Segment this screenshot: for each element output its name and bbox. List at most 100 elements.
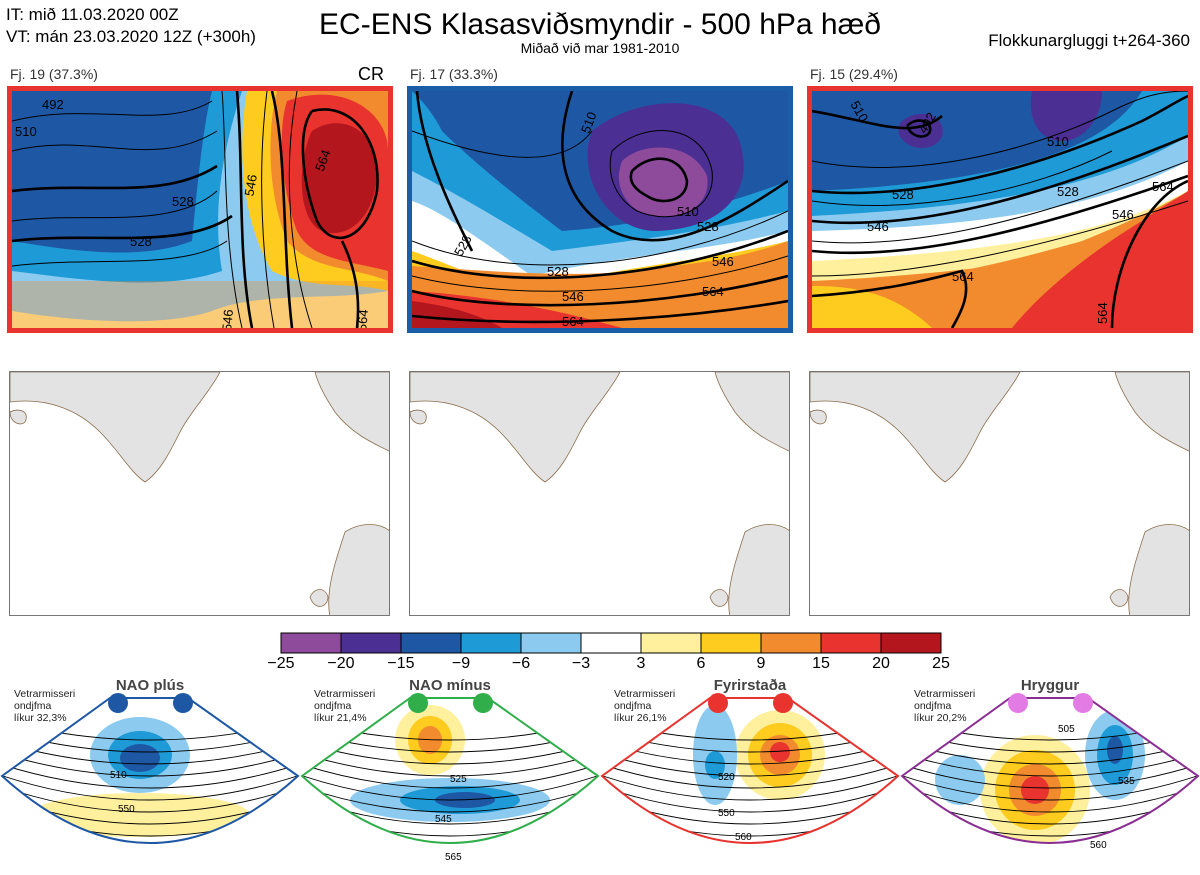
colorbar-swatch [580, 632, 642, 654]
regime-note-line: líkur 32,3% [14, 712, 67, 724]
regime-note: Vetrarmisseri ondjfma líkur 21,4% [314, 688, 375, 724]
colorbar-tick-label: −9 [451, 655, 471, 672]
regime-note-line: líkur 20,2% [914, 712, 967, 724]
contour-label: 546 [241, 173, 260, 197]
colorbar-swatch [520, 632, 582, 654]
height-contour [902, 752, 1198, 777]
regime-note-line: Vetrarmisseri [614, 688, 676, 700]
panel-3-label: Fj. 15 (29.4%) [810, 66, 898, 82]
contour-label: 564 [562, 314, 584, 328]
colorbar-tick-label: 3 [636, 655, 646, 672]
cluster-map-1[interactable]: 492 510 528 528 546 564 546 564 [7, 86, 393, 333]
empty-map-1[interactable] [9, 371, 390, 616]
regime-marker-dot [1008, 693, 1028, 713]
header-info: IT: mið 11.03.2020 00Z VT: mán 23.03.202… [6, 4, 256, 48]
colorbar-swatch [400, 632, 462, 654]
height-contour [2, 785, 298, 813]
regime-contour-label: 565 [445, 852, 462, 863]
contour-label: 528 [1057, 184, 1079, 199]
regime-note: Vetrarmisseri ondjfma líkur 26,1% [614, 688, 675, 724]
colorbar-tick-label: −6 [511, 655, 531, 672]
colorbar-tick-label: 15 [812, 655, 830, 672]
height-contour [302, 752, 598, 777]
contour-label: 492 [42, 97, 64, 112]
regime-contour-label: 560 [1090, 840, 1107, 851]
regime-contour-label: 520 [718, 772, 735, 783]
regime-border [300, 697, 600, 844]
colorbar-tick-label: −15 [387, 655, 415, 672]
panel-2-label: Fj. 17 (33.3%) [410, 66, 498, 82]
colorbar-tick-label: 25 [932, 655, 950, 672]
colorbar-tick-label: 9 [756, 655, 766, 672]
regime-contour-label: 535 [1118, 776, 1135, 787]
regime-contour-label: 505 [1058, 724, 1075, 735]
anomaly-shading [120, 744, 160, 772]
colorbar-swatch [280, 632, 342, 654]
regime-note: Vetrarmisseri ondjfma líkur 32,3% [14, 688, 75, 724]
anomaly-shading [770, 742, 790, 762]
classification-window: Flokkunargluggi t+264-360 [988, 31, 1190, 50]
panel-1-tag: CR [358, 64, 384, 84]
height-contour [2, 774, 298, 801]
colorbar-swatches [280, 632, 942, 654]
valid-time: VT: mán 23.03.2020 12Z (+300h) [6, 27, 256, 46]
colorbar-tick-label: 6 [696, 655, 706, 672]
contour-label: 510 [677, 204, 699, 219]
regime-map[interactable]: 520 550 560 [600, 690, 900, 875]
height-contour [302, 763, 598, 789]
contour-label: 564 [702, 284, 724, 299]
regime-note: Vetrarmisseri ondjfma líkur 20,2% [914, 688, 975, 724]
colorbar-tick-label: 20 [872, 655, 890, 672]
anomaly-shading [1012, 848, 1048, 862]
regime-map[interactable]: 525 545 565 [300, 690, 600, 875]
regime-map[interactable]: 505 535 560 [900, 690, 1200, 875]
regime-marker-dot [408, 693, 428, 713]
regime-marker-dot [173, 693, 193, 713]
regime-marker-dot [708, 693, 728, 713]
height-contour [902, 741, 1198, 765]
contour-label: 528 [172, 194, 194, 209]
regime-note-line: Vetrarmisseri [914, 688, 976, 700]
regime-note-line: Vetrarmisseri [314, 688, 376, 700]
anomaly-shading [935, 755, 985, 805]
cluster-map-3[interactable]: 510 492 510 528 528 546 546 564 564 564 [807, 86, 1193, 333]
height-contour [902, 774, 1198, 801]
anomaly-shading [1021, 776, 1049, 804]
height-contour [302, 774, 598, 801]
height-contour [2, 752, 298, 777]
regime-note-line: ondjfma [914, 700, 952, 712]
regime-map[interactable]: 510 550 [0, 690, 300, 875]
regime-contour-label: 550 [118, 804, 135, 815]
regime-title: Fyrirstaða [713, 677, 787, 694]
regime-contour-label: 525 [450, 774, 467, 785]
colorbar-swatch [700, 632, 762, 654]
contour-label: 528 [697, 219, 719, 234]
contour-label: 546 [1112, 207, 1134, 222]
contour-label: 564 [354, 309, 371, 328]
contour-label: 510 [578, 110, 600, 136]
contour-label: 510 [15, 124, 37, 139]
height-contour [2, 763, 298, 789]
panel-1-label: Fj. 19 (37.3%) [10, 66, 98, 82]
colorbar-swatch [820, 632, 882, 654]
empty-map-2[interactable] [409, 371, 790, 616]
contour-label: 564 [1095, 302, 1110, 324]
colorbar-swatch [880, 632, 942, 654]
height-contour [302, 741, 598, 765]
height-contour [602, 774, 898, 801]
regime-note-line: líkur 21,4% [314, 712, 367, 724]
anomaly-shading [1107, 736, 1123, 764]
contour-label: 528 [892, 187, 914, 202]
regime-contour-label: 560 [735, 832, 752, 843]
regime-marker-dot [108, 693, 128, 713]
empty-map-3[interactable] [809, 371, 1190, 616]
page-subtitle: Miðað við mar 1981-2010 [520, 40, 680, 56]
colorbar-tick-label: −25 [267, 655, 295, 672]
colorbar-swatch [340, 632, 402, 654]
height-contour [602, 752, 898, 777]
anomaly-shading [705, 751, 725, 779]
height-contour [602, 763, 898, 789]
regime-marker-dot [1073, 693, 1093, 713]
contour-label: 564 [312, 148, 334, 174]
cluster-map-2[interactable]: 510 510 528 528 546 546 564 564 528 [407, 86, 793, 333]
